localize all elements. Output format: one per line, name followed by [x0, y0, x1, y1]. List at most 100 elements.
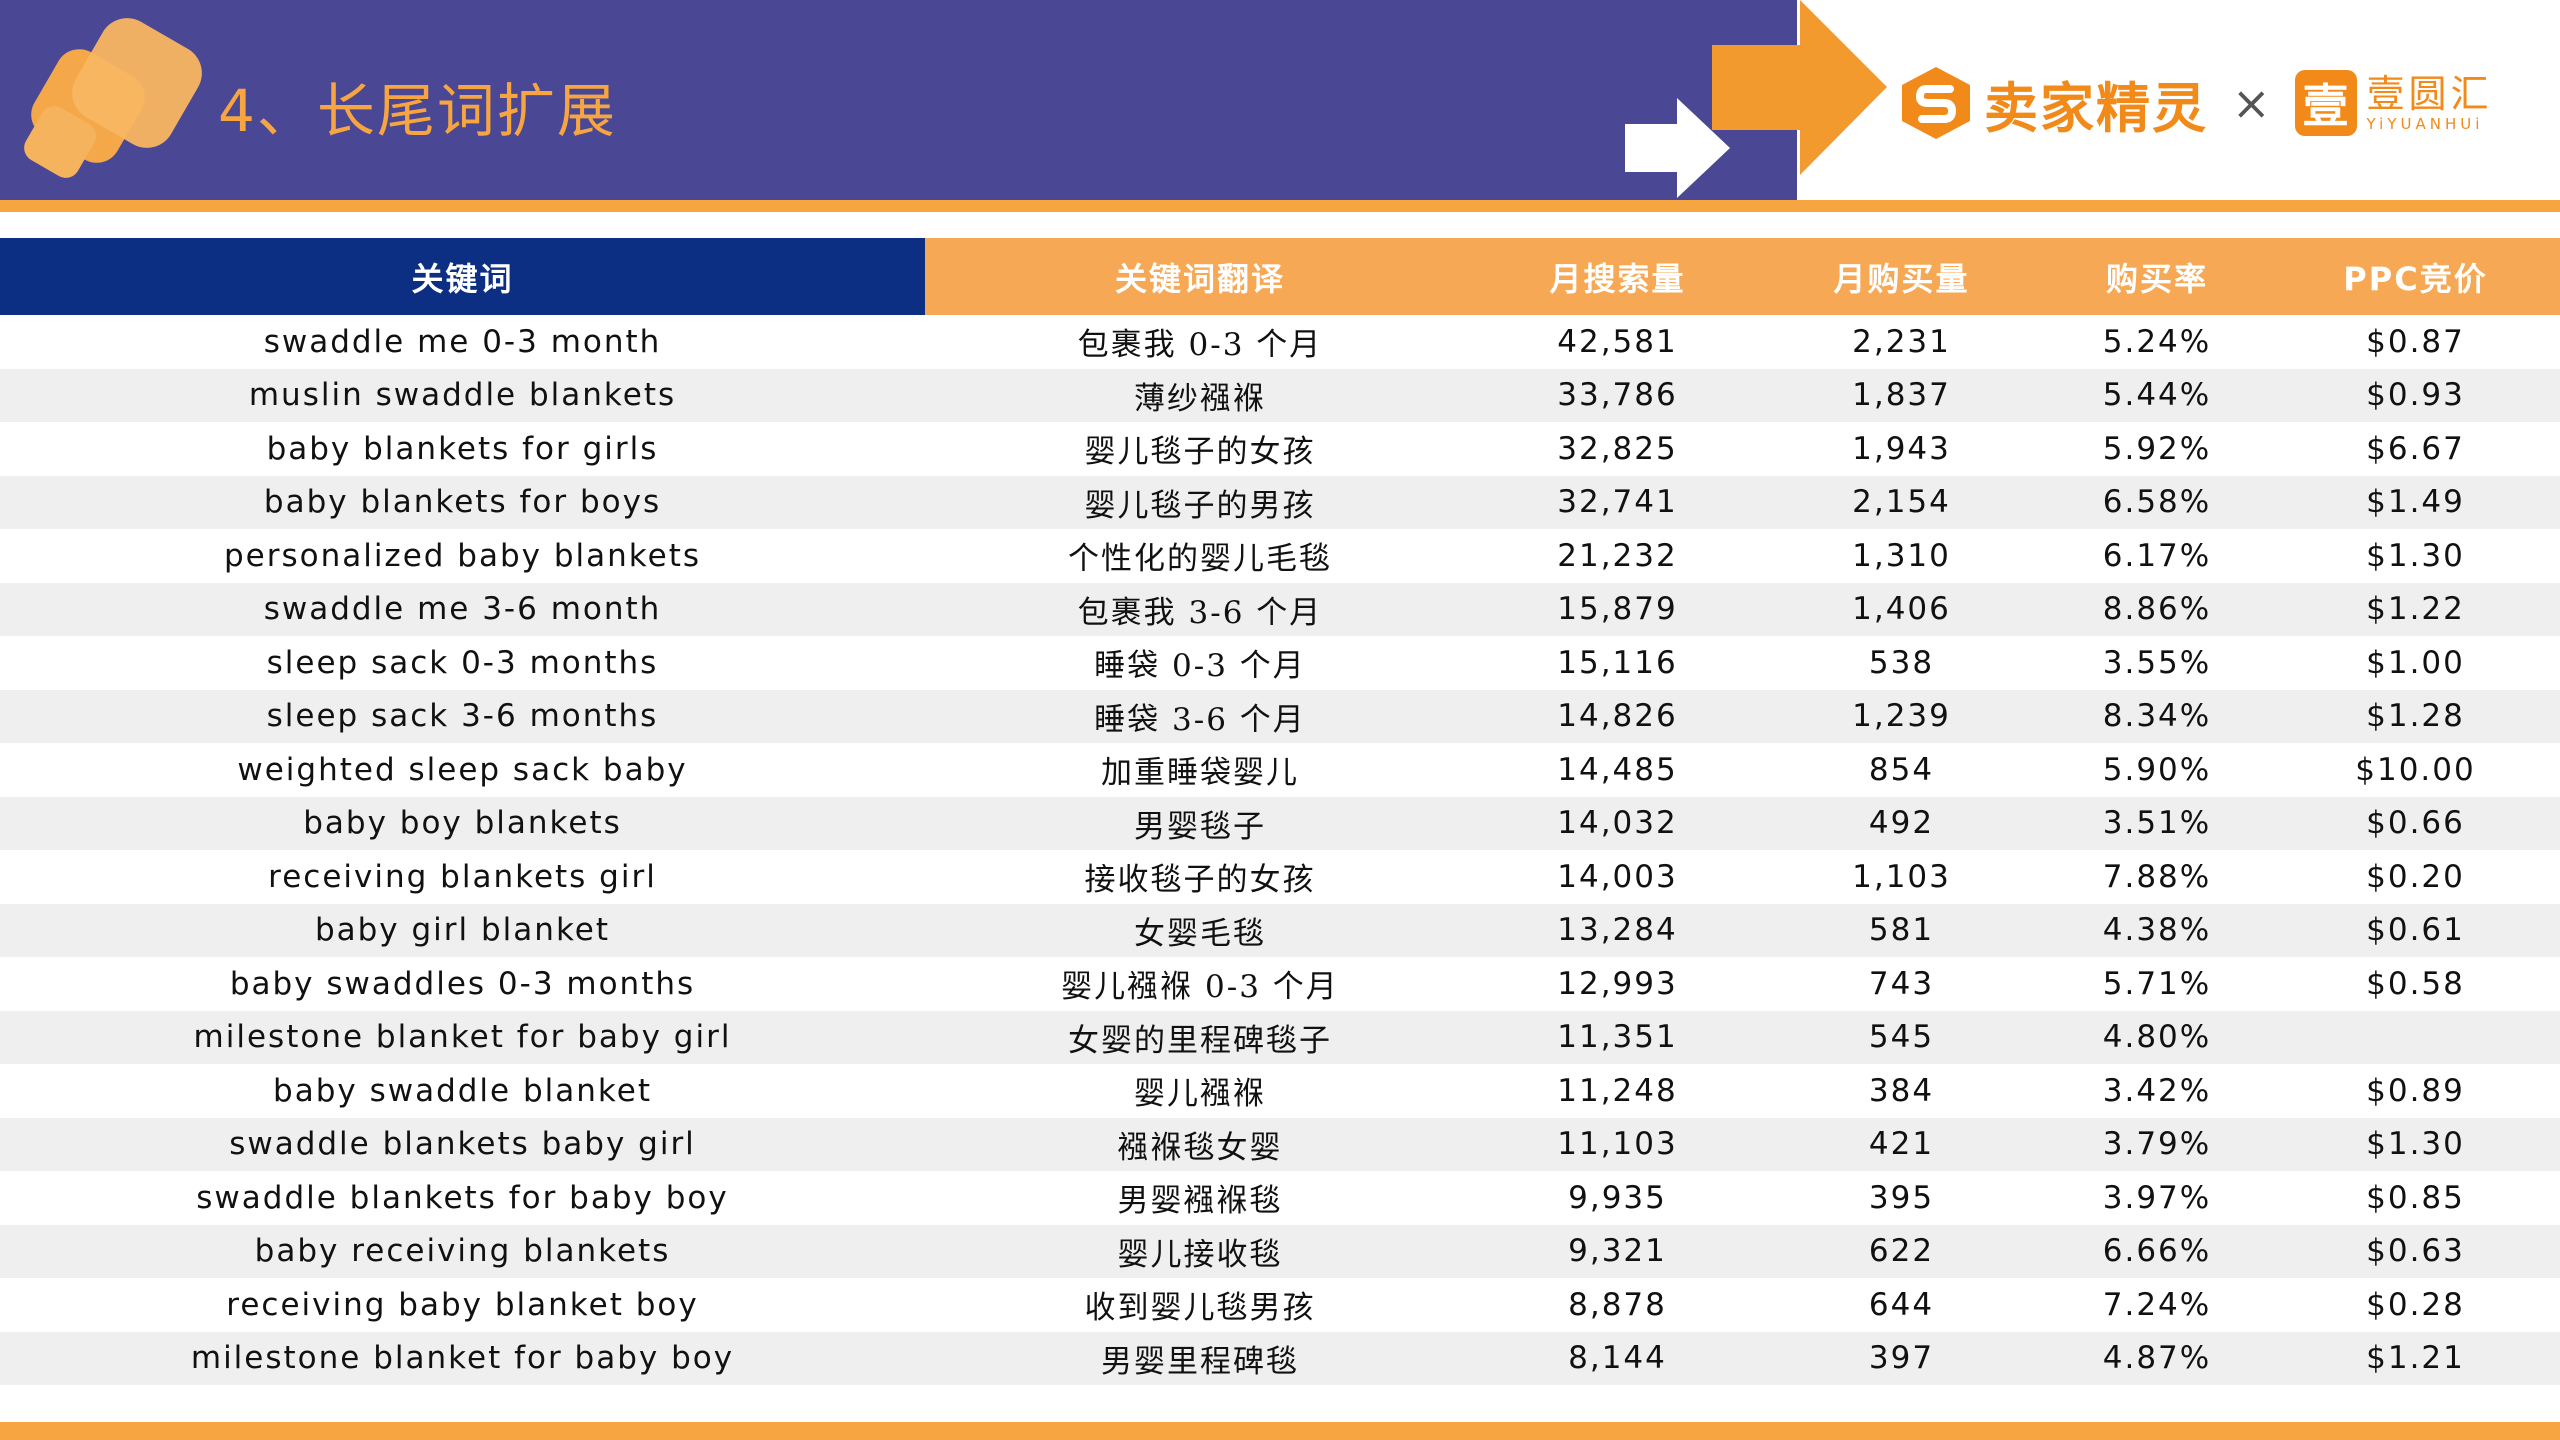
cell-purchase-rate: 5.24% [2102, 323, 2212, 360]
cell-ppc-bid: $0.63 [2366, 1233, 2465, 1270]
cell-ppc-bid: $6.67 [2366, 430, 2465, 467]
cell-ppc-bid: $1.00 [2366, 644, 2465, 681]
cell-monthly-purchase: 1,943 [1852, 430, 1951, 467]
yiyuanhui-logo-en: YiYUANHUi [2366, 115, 2484, 133]
cell-translation: 睡袋 0-3 个月 [1094, 648, 1306, 685]
cell-purchase-rate: 5.44% [2102, 377, 2212, 414]
divider-bottom [0, 1422, 2560, 1440]
cell-translation: 包裹我 3-6 个月 [1077, 594, 1323, 631]
table-row: sleep sack 0-3 months 睡袋 0-3 个月 15,116 538 3… [0, 636, 2560, 690]
cell-monthly-purchase: 2,154 [1852, 484, 1951, 521]
cell-translation: 男婴襁褓毯 [1117, 1183, 1283, 1220]
table-row: baby swaddle blanket 婴儿襁褓 11,248 384 3.42% $0… [0, 1064, 2560, 1118]
cell-keyword: sleep sack 0-3 months [266, 644, 659, 681]
cell-purchase-rate: 7.24% [2102, 1286, 2212, 1323]
cell-keyword: swaddle blankets for baby boy [196, 1179, 729, 1216]
cell-purchase-rate: 4.80% [2102, 1019, 2212, 1056]
cell-keyword: swaddle me 0-3 month [263, 323, 662, 360]
cell-translation: 婴儿毯子的男孩 [1084, 487, 1316, 524]
cell-monthly-search: 14,485 [1557, 751, 1678, 788]
cell-translation: 婴儿毯子的女孩 [1084, 434, 1316, 471]
cell-keyword: baby blankets for boys [263, 484, 662, 521]
cell-translation: 个性化的婴儿毛毯 [1068, 541, 1332, 578]
table-row: baby swaddles 0-3 months 婴儿襁褓 0-3 个月 12,99… [0, 957, 2560, 1011]
table-row: baby blankets for boys 婴儿毯子的男孩 32,741 2,154… [0, 475, 2560, 529]
cell-monthly-search: 11,103 [1557, 1126, 1678, 1163]
cell-monthly-purchase: 538 [1868, 644, 1935, 681]
cell-keyword: baby girl blanket [314, 912, 611, 949]
divider-top [0, 200, 2560, 212]
cell-purchase-rate: 5.92% [2102, 430, 2212, 467]
cell-purchase-rate: 3.79% [2102, 1126, 2212, 1163]
arrow-right-icon [1712, 0, 1887, 175]
header-ppc-bid: PPC竞价 [2343, 259, 2488, 298]
cell-ppc-bid: $0.87 [2366, 323, 2465, 360]
cell-purchase-rate: 8.34% [2102, 698, 2212, 735]
cell-keyword: baby swaddle blanket [273, 1072, 652, 1109]
cell-ppc-bid: $0.20 [2366, 858, 2465, 895]
cell-purchase-rate: 3.51% [2102, 805, 2212, 842]
cell-monthly-search: 8,878 [1568, 1286, 1667, 1323]
yiyuanhui-logo-icon: 壹 [2294, 70, 2357, 136]
cell-ppc-bid: $1.28 [2366, 698, 2465, 735]
cell-keyword: milestone blanket for baby girl [193, 1019, 732, 1056]
cell-ppc-bid: $1.22 [2366, 591, 2465, 628]
cell-monthly-purchase: 397 [1868, 1340, 1935, 1377]
table-row: milestone blanket for baby boy 男婴里程碑毯 8,14… [0, 1331, 2560, 1385]
cell-translation: 婴儿襁褓 [1134, 1076, 1266, 1113]
cell-monthly-purchase: 1,837 [1852, 377, 1951, 414]
cell-monthly-search: 21,232 [1557, 537, 1678, 574]
cell-ppc-bid: $0.58 [2366, 965, 2465, 1002]
cell-keyword: receiving baby blanket boy [226, 1286, 699, 1323]
yiyuanhui-logo-text: 壹圆汇 YiYUANHUi [2367, 73, 2493, 133]
cell-keyword: baby blankets for girls [266, 430, 659, 467]
cell-monthly-search: 14,826 [1557, 698, 1678, 735]
header-banner [0, 0, 1797, 200]
cell-ppc-bid: $1.30 [2366, 537, 2465, 574]
cell-purchase-rate: 8.86% [2102, 591, 2212, 628]
cell-translation: 男婴里程碑毯 [1101, 1343, 1299, 1380]
cell-monthly-search: 32,741 [1557, 484, 1678, 521]
cell-purchase-rate: 7.88% [2102, 858, 2212, 895]
table-row: baby blankets for girls 婴儿毯子的女孩 32,825 1,94… [0, 422, 2560, 476]
cell-translation: 女婴毛毯 [1134, 915, 1266, 952]
cell-translation: 收到婴儿毯男孩 [1084, 1290, 1316, 1327]
header-translation: 关键词翻译 [1114, 259, 1285, 298]
cell-translation: 薄纱襁褓 [1134, 380, 1266, 417]
cell-ppc-bid: $1.30 [2366, 1126, 2465, 1163]
arrow-right-icon [1625, 98, 1730, 198]
page-title: 4、长尾词扩展 [218, 77, 617, 145]
cell-monthly-search: 15,116 [1557, 644, 1678, 681]
cell-monthly-purchase: 421 [1868, 1126, 1935, 1163]
cell-ppc-bid: $0.85 [2366, 1179, 2465, 1216]
table-row: sleep sack 3-6 months 睡袋 3-6 个月 14,826 1,23… [0, 689, 2560, 743]
cell-monthly-purchase: 1,239 [1852, 698, 1951, 735]
cell-monthly-search: 9,321 [1568, 1233, 1667, 1270]
cell-ppc-bid: $1.21 [2366, 1340, 2465, 1377]
table-header: 关键词 关键词翻译 月搜索量 月购买量 购买率 PPC竞价 [0, 238, 2560, 315]
cell-ppc-bid: $0.89 [2366, 1072, 2465, 1109]
table-row: swaddle blankets for baby boy 男婴襁褓毯 9,935 3… [0, 1171, 2560, 1225]
cell-monthly-purchase: 1,310 [1852, 537, 1951, 574]
cell-monthly-purchase: 1,103 [1852, 858, 1951, 895]
cell-monthly-purchase: 743 [1868, 965, 1935, 1002]
cell-purchase-rate: 6.58% [2102, 484, 2212, 521]
cell-monthly-purchase: 854 [1868, 751, 1935, 788]
cell-keyword: swaddle blankets baby girl [229, 1126, 696, 1163]
table-row: baby receiving blankets 婴儿接收毯 9,321 622 6.66… [0, 1224, 2560, 1278]
cell-monthly-purchase: 492 [1868, 805, 1935, 842]
cell-purchase-rate: 4.38% [2102, 912, 2212, 949]
cell-purchase-rate: 6.66% [2102, 1233, 2212, 1270]
cell-ppc-bid: $0.66 [2366, 805, 2465, 842]
cell-monthly-search: 12,993 [1557, 965, 1678, 1002]
cell-translation: 包裹我 0-3 个月 [1077, 327, 1323, 364]
cell-monthly-purchase: 384 [1868, 1072, 1935, 1109]
cell-purchase-rate: 4.87% [2102, 1340, 2212, 1377]
table-row: weighted sleep sack baby 加重睡袋婴儿 14,485 854 5… [0, 743, 2560, 797]
table-body: swaddle me 0-3 month 包裹我 0-3 个月 42,581 2,23… [0, 315, 2560, 1385]
header-metrics: 关键词翻译 月搜索量 月购买量 购买率 PPC竞价 [925, 238, 2560, 315]
cell-purchase-rate: 3.97% [2102, 1179, 2212, 1216]
cell-monthly-purchase: 545 [1868, 1019, 1935, 1056]
cell-monthly-search: 42,581 [1557, 323, 1678, 360]
cell-keyword: baby boy blankets [303, 805, 622, 842]
